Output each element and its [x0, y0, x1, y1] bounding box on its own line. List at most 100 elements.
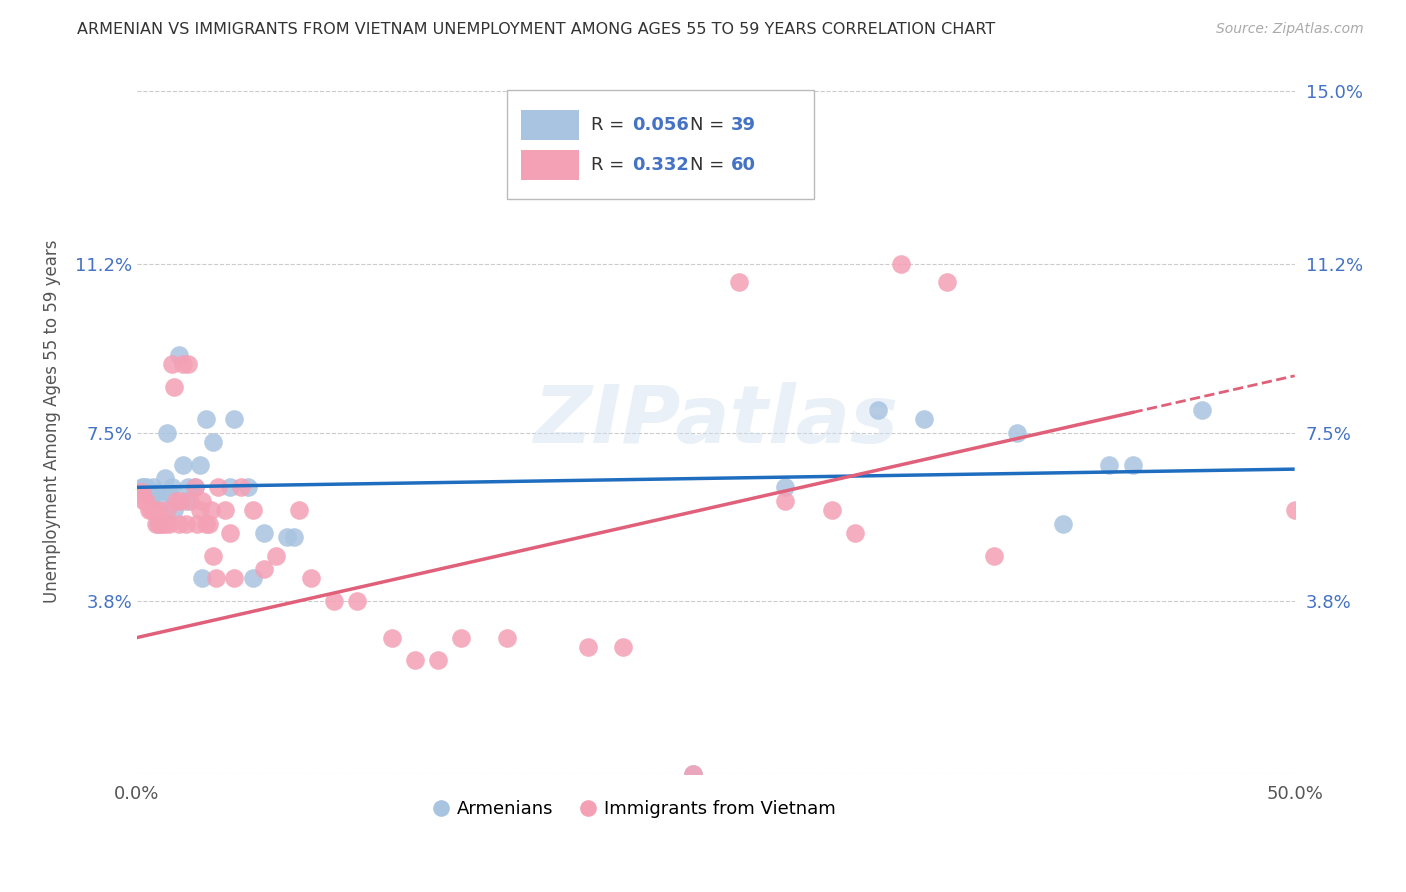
- Point: [167, 516, 190, 531]
- Point: [682, 767, 704, 781]
- Legend: Armenians, Immigrants from Vietnam: Armenians, Immigrants from Vietnam: [426, 793, 844, 825]
- Point: [184, 480, 207, 494]
- Point: [167, 348, 190, 362]
- Point: [728, 276, 751, 290]
- Y-axis label: Unemployment Among Ages 55 to 59 years: Unemployment Among Ages 55 to 59 years: [44, 240, 60, 603]
- Point: [682, 175, 704, 189]
- Point: [253, 562, 276, 576]
- Point: [146, 516, 169, 531]
- Point: [156, 425, 179, 440]
- Point: [236, 480, 259, 494]
- Point: [1052, 516, 1074, 531]
- Point: [912, 412, 935, 426]
- Point: [174, 516, 197, 531]
- Point: [163, 380, 186, 394]
- Point: [288, 503, 311, 517]
- Point: [172, 358, 194, 372]
- Point: [346, 594, 368, 608]
- Point: [135, 480, 157, 494]
- Point: [820, 503, 842, 517]
- Point: [138, 503, 160, 517]
- Point: [132, 480, 155, 494]
- Point: [145, 516, 167, 531]
- Point: [207, 480, 229, 494]
- Point: [202, 549, 225, 563]
- Point: [682, 767, 704, 781]
- Point: [156, 503, 179, 517]
- Text: Source: ZipAtlas.com: Source: ZipAtlas.com: [1216, 22, 1364, 37]
- Text: ZIPatlas: ZIPatlas: [533, 383, 898, 460]
- Point: [381, 631, 404, 645]
- Text: 60: 60: [731, 156, 756, 174]
- FancyBboxPatch shape: [522, 110, 579, 140]
- Point: [132, 494, 155, 508]
- Point: [218, 480, 240, 494]
- Point: [936, 276, 959, 290]
- Point: [1191, 403, 1213, 417]
- Point: [186, 516, 208, 531]
- Point: [844, 525, 866, 540]
- Point: [142, 503, 165, 517]
- Text: R =: R =: [591, 156, 630, 174]
- Point: [152, 516, 174, 531]
- Point: [163, 503, 186, 517]
- Point: [184, 480, 207, 494]
- Point: [135, 494, 157, 508]
- Point: [195, 412, 218, 426]
- Point: [128, 484, 150, 499]
- Point: [775, 480, 797, 494]
- Point: [866, 403, 889, 417]
- Point: [172, 458, 194, 472]
- Point: [139, 490, 162, 504]
- Point: [214, 503, 236, 517]
- Text: R =: R =: [591, 116, 630, 134]
- Text: 39: 39: [731, 116, 756, 134]
- Point: [174, 494, 197, 508]
- Point: [195, 516, 218, 531]
- Point: [264, 549, 287, 563]
- Point: [224, 412, 246, 426]
- Point: [153, 471, 176, 485]
- Point: [197, 516, 219, 531]
- Point: [157, 516, 180, 531]
- Point: [149, 516, 172, 531]
- Point: [242, 503, 264, 517]
- Point: [496, 631, 519, 645]
- Point: [142, 480, 165, 494]
- Point: [177, 358, 200, 372]
- Text: 0.332: 0.332: [633, 156, 689, 174]
- Point: [218, 525, 240, 540]
- Point: [191, 571, 214, 585]
- Point: [404, 653, 426, 667]
- Point: [153, 516, 176, 531]
- Point: [224, 571, 246, 585]
- Point: [170, 494, 193, 508]
- Point: [427, 653, 450, 667]
- Point: [165, 494, 187, 508]
- Point: [231, 480, 253, 494]
- Point: [612, 640, 634, 654]
- Point: [157, 484, 180, 499]
- Point: [253, 525, 276, 540]
- Point: [204, 571, 226, 585]
- Point: [283, 530, 305, 544]
- Text: N =: N =: [690, 156, 730, 174]
- Point: [322, 594, 344, 608]
- Point: [983, 549, 1005, 563]
- Text: 0.056: 0.056: [633, 116, 689, 134]
- Point: [145, 484, 167, 499]
- Point: [188, 503, 211, 517]
- Point: [131, 480, 153, 494]
- Point: [299, 571, 322, 585]
- FancyBboxPatch shape: [508, 90, 814, 199]
- Point: [202, 434, 225, 449]
- Point: [200, 503, 222, 517]
- Point: [276, 530, 298, 544]
- Text: ARMENIAN VS IMMIGRANTS FROM VIETNAM UNEMPLOYMENT AMONG AGES 55 TO 59 YEARS CORRE: ARMENIAN VS IMMIGRANTS FROM VIETNAM UNEM…: [77, 22, 995, 37]
- Point: [131, 484, 153, 499]
- Point: [1284, 503, 1306, 517]
- Point: [160, 358, 183, 372]
- Point: [578, 640, 600, 654]
- Point: [160, 480, 183, 494]
- Point: [177, 480, 200, 494]
